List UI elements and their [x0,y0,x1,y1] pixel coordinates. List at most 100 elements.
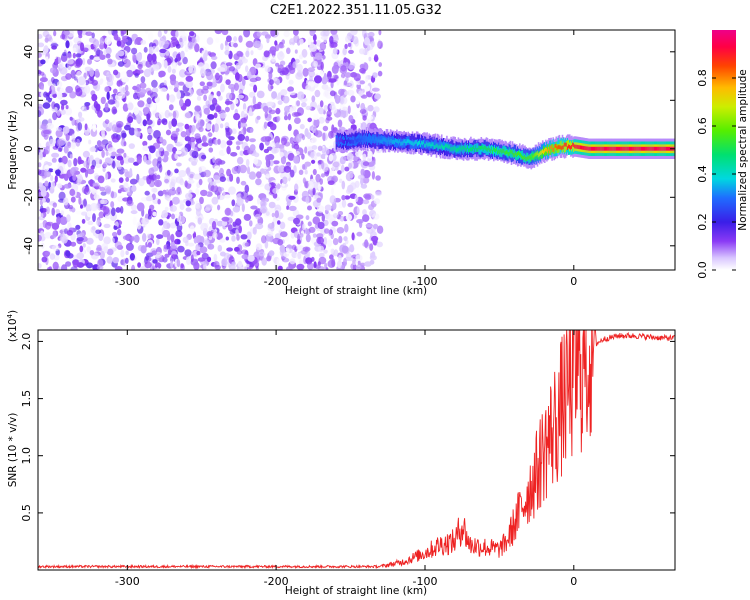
spectrogram-signal-cell [444,145,446,150]
spectrogram-noise-cell [370,160,376,166]
spectrogram-signal-cell [566,140,569,150]
spectrogram-noise-cell [340,73,346,79]
spectrogram-noise-cell [246,166,251,175]
spectrogram-noise-cell [305,84,312,91]
spectrogram-signal-cell [647,146,649,151]
spectrogram-noise-cell [210,61,217,70]
spectrogram-signal-cell [450,147,452,152]
spectrogram-noise-cell [362,115,367,121]
spectrogram-noise-cell [51,157,57,163]
spectrogram-noise-cell [378,62,383,67]
spectrogram-signal-cell [462,145,465,150]
spectrogram-noise-cell [359,108,367,114]
spectrogram-noise-cell [344,195,351,200]
spectrogram-noise-cell [333,249,339,257]
spectrogram-signal-cell [559,145,562,150]
spectrogram-noise-cell [279,60,286,66]
spectrogram-noise-cell [40,146,45,153]
spectrogram-noise-cell [43,91,48,98]
spectrogram-noise-cell [334,166,339,171]
spectrogram-signal-cell [336,135,339,145]
spectrogram-noise-cell [238,266,245,270]
spectrogram-x-tick-label: -300 [115,275,140,288]
spectrogram-noise-cell [67,253,74,259]
spectrogram-signal-cell [562,145,565,150]
spectrogram-noise-cell [247,255,255,262]
spectrogram-noise-cell [89,55,95,60]
spectrogram-noise-cell [185,256,191,266]
spectrogram-noise-cell [226,247,234,252]
spectrogram-signal-cell [497,150,499,155]
spectrogram-noise-cell [96,219,101,226]
spectrogram-noise-cell [313,118,320,127]
spectrogram-noise-cell [184,98,191,107]
spectrogram-noise-cell [140,245,147,254]
spectrogram-noise-cell [136,84,141,92]
spectrogram-noise-cell [169,181,175,190]
spectrogram-noise-cell [104,157,112,164]
spectrogram-noise-cell [171,118,178,127]
spectrogram-noise-cell [170,244,178,249]
spectrogram-noise-cell [225,79,231,85]
spectrogram-noise-cell [151,250,157,256]
spectrogram-noise-cell [365,223,373,228]
spectrogram-noise-cell [355,100,360,105]
spectrogram-noise-cell [296,263,305,270]
spectrogram-noise-cell [311,95,316,103]
spectrogram-noise-cell [151,79,158,88]
spectrogram-signal-cell [522,155,524,160]
spectrogram-signal-cell [487,146,490,151]
spectrogram-noise-cell [189,225,195,235]
spectrogram-noise-cell [151,45,157,54]
spectrogram-noise-cell [38,91,41,98]
spectrogram-signal-cell [636,146,639,151]
spectrogram-noise-cell [169,94,176,103]
spectrogram-noise-cell [311,159,316,164]
spectrogram-signal-cell [522,150,524,159]
spectrogram-signal-cell [549,149,551,154]
spectrogram-noise-cell [219,238,226,243]
spectrogram-noise-cell [90,202,98,212]
spectrogram-signal-cell [399,138,401,148]
spectrogram-noise-cell [176,122,184,127]
spectrogram-signal-cell [530,153,533,162]
spectrogram-noise-cell [170,260,174,269]
spectrogram-noise-cell [179,215,186,224]
spectrogram-noise-cell [145,255,150,261]
spectrogram-noise-cell [117,50,125,57]
spectrogram-signal-cell [520,152,522,157]
spectrogram-signal-cell [612,146,615,151]
spectrogram-noise-cell [351,220,356,228]
spectrogram-noise-cell [341,194,346,201]
spectrogram-noise-cell [202,85,209,91]
spectrogram-noise-cell [120,30,127,35]
spectrogram-signal-cell [343,139,345,144]
spectrogram-noise-cell [93,39,100,48]
spectrogram-signal-cell [627,146,629,151]
spectrogram-noise-cell [279,50,284,58]
spectrogram-noise-cell [172,196,180,205]
spectrogram-noise-cell [314,75,322,84]
spectrogram-noise-cell [348,49,354,55]
spectrogram-noise-cell [52,261,59,270]
spectrogram-noise-cell [179,136,184,145]
spectrogram-signal-cell [496,147,498,152]
spectrogram-noise-cell [274,210,279,219]
spectrogram-noise-cell [290,105,297,112]
spectrogram-noise-cell [40,205,44,214]
spectrogram-noise-cell [312,187,316,196]
spectrogram-noise-cell [190,254,194,263]
spectrogram-noise-cell [235,72,240,81]
spectrogram-noise-cell [46,197,50,203]
spectrogram-noise-cell [106,248,114,256]
spectrogram-signal-cell [661,146,664,151]
snr-x-axis-label: Height of straight line (km) [285,585,427,597]
spectrogram-noise-cell [318,107,324,115]
spectrogram-noise-cell [106,91,110,101]
spectrogram-noise-cell [270,55,277,62]
spectrogram-noise-cell [330,30,338,35]
spectrogram-noise-cell [291,143,295,149]
spectrogram-noise-cell [144,261,152,269]
spectrogram-noise-cell [142,145,150,151]
spectrogram-noise-cell [268,201,276,209]
